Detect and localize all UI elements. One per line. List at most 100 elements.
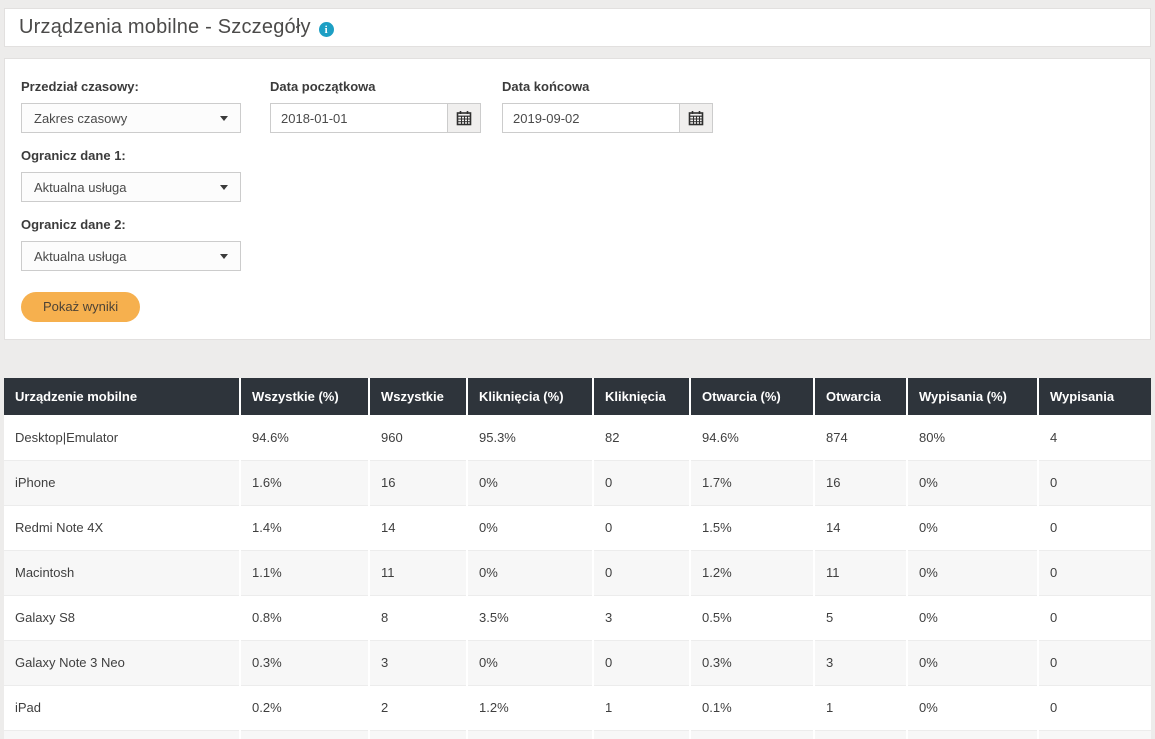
value-cell: 0	[1037, 505, 1151, 551]
limit1-select[interactable]: Aktualna usługa	[21, 172, 241, 202]
info-icon[interactable]: i	[318, 22, 334, 37]
value-cell	[239, 730, 369, 739]
time-range-group: Przedział czasowy: Zakres czasowy	[21, 79, 270, 133]
column-header: Kliknięcia (%)	[466, 378, 593, 415]
value-cell: 0%	[906, 460, 1038, 506]
table-header-row: Urządzenie mobilne Wszystkie (%) Wszystkie…	[4, 378, 1151, 415]
value-cell: 0.1%	[689, 685, 814, 731]
value-cell: 0	[592, 460, 690, 506]
device-stats-table-wrap: Urządzenie mobilne Wszystkie (%) Wszystkie…	[4, 378, 1151, 739]
table-row: iPhone 1.6% 16 0% 0 1.7% 16 0% 0	[4, 460, 1151, 506]
start-date-group: Data początkowa	[270, 79, 502, 133]
device-name-cell: Galaxy S8	[4, 595, 240, 641]
page-title: Urządzenia mobilne - Szczegóły	[19, 16, 311, 38]
value-cell: 2	[368, 685, 467, 731]
value-cell: 0	[592, 505, 690, 551]
value-cell: 1.2%	[689, 550, 814, 596]
value-cell: 82	[592, 415, 690, 461]
column-header: Wszystkie (%)	[239, 378, 369, 415]
limit2-select[interactable]: Aktualna usługa	[21, 241, 241, 271]
value-cell: 1.6%	[239, 460, 369, 506]
value-cell: 14	[368, 505, 467, 551]
value-cell: 0.8%	[239, 595, 369, 641]
device-name-cell: Macintosh	[4, 550, 240, 596]
time-range-label: Przedział czasowy:	[21, 79, 139, 94]
value-cell: 0	[592, 640, 690, 686]
table-row: Galaxy S8 0.8% 8 3.5% 3 0.5% 5 0% 0	[4, 595, 1151, 641]
value-cell: 0%	[906, 595, 1038, 641]
show-results-button[interactable]: Pokaż wyniki	[21, 292, 141, 322]
end-date-input[interactable]	[503, 104, 679, 132]
table-row: Macintosh 1.1% 11 0% 0 1.2% 11 0% 0	[4, 550, 1151, 596]
table-row: Galaxy Note 3 Neo 0.3% 3 0% 0 0.3% 3 0% 0	[4, 640, 1151, 686]
calendar-icon[interactable]	[447, 104, 480, 132]
value-cell: 874	[813, 415, 907, 461]
value-cell: 0%	[466, 550, 593, 596]
limit2-label: Ogranicz dane 2:	[21, 217, 126, 232]
value-cell	[466, 730, 593, 739]
chevron-down-icon	[220, 253, 228, 259]
value-cell	[689, 730, 814, 739]
value-cell: 14	[813, 505, 907, 551]
device-name-cell: iPhone	[4, 460, 240, 506]
limit2-group: Ogranicz dane 2: Aktualna usługa	[21, 217, 270, 271]
value-cell: 0.3%	[689, 640, 814, 686]
start-date-input[interactable]	[271, 104, 447, 132]
value-cell: 0	[592, 550, 690, 596]
value-cell	[368, 730, 467, 739]
value-cell: 3	[592, 595, 690, 641]
value-cell	[4, 730, 240, 739]
value-cell: 4	[1037, 415, 1151, 461]
value-cell: 0%	[906, 640, 1038, 686]
value-cell: 16	[368, 460, 467, 506]
value-cell: 0	[1037, 460, 1151, 506]
value-cell: 0.5%	[689, 595, 814, 641]
table-row-partial	[4, 730, 1151, 739]
value-cell: 0%	[906, 685, 1038, 731]
value-cell: 0%	[906, 505, 1038, 551]
device-name-cell: Redmi Note 4X	[4, 505, 240, 551]
value-cell: 94.6%	[689, 415, 814, 461]
calendar-icon[interactable]	[679, 104, 712, 132]
limit1-value: Aktualna usługa	[34, 179, 127, 195]
value-cell: 3	[813, 640, 907, 686]
column-header: Otwarcia	[813, 378, 907, 415]
column-header: Otwarcia (%)	[689, 378, 814, 415]
value-cell: 3.5%	[466, 595, 593, 641]
value-cell: 11	[813, 550, 907, 596]
time-range-select[interactable]: Zakres czasowy	[21, 103, 241, 133]
value-cell: 0	[1037, 685, 1151, 731]
value-cell: 95.3%	[466, 415, 593, 461]
value-cell: 1	[592, 685, 690, 731]
value-cell: 0.3%	[239, 640, 369, 686]
column-header: Wypisania (%)	[906, 378, 1038, 415]
value-cell: 1.4%	[239, 505, 369, 551]
value-cell: 3	[368, 640, 467, 686]
value-cell: 0%	[906, 550, 1038, 596]
value-cell: 0.2%	[239, 685, 369, 731]
column-header: Wszystkie	[368, 378, 467, 415]
value-cell: 5	[813, 595, 907, 641]
value-cell: 0%	[466, 460, 593, 506]
value-cell	[813, 730, 907, 739]
column-header: Urządzenie mobilne	[4, 378, 240, 415]
limit1-group: Ogranicz dane 1: Aktualna usługa	[21, 148, 270, 202]
table-row: Redmi Note 4X 1.4% 14 0% 0 1.5% 14 0% 0	[4, 505, 1151, 551]
start-date-label: Data początkowa	[270, 79, 376, 94]
value-cell: 0%	[466, 505, 593, 551]
value-cell	[592, 730, 690, 739]
column-header: Kliknięcia	[592, 378, 690, 415]
value-cell: 1.5%	[689, 505, 814, 551]
value-cell: 0%	[466, 640, 593, 686]
device-stats-table: Urządzenie mobilne Wszystkie (%) Wszystkie…	[4, 378, 1151, 739]
value-cell: 0	[1037, 550, 1151, 596]
limit1-label: Ogranicz dane 1:	[21, 148, 126, 163]
time-range-value: Zakres czasowy	[34, 110, 128, 126]
table-row: Desktop|Emulator 94.6% 960 95.3% 82 94.6% 874 8…	[4, 415, 1151, 461]
value-cell: 0	[1037, 595, 1151, 641]
chevron-down-icon	[220, 184, 228, 190]
value-cell: 960	[368, 415, 467, 461]
table-row: iPad 0.2% 2 1.2% 1 0.1% 1 0% 0	[4, 685, 1151, 731]
value-cell	[1037, 730, 1151, 739]
value-cell: 11	[368, 550, 467, 596]
